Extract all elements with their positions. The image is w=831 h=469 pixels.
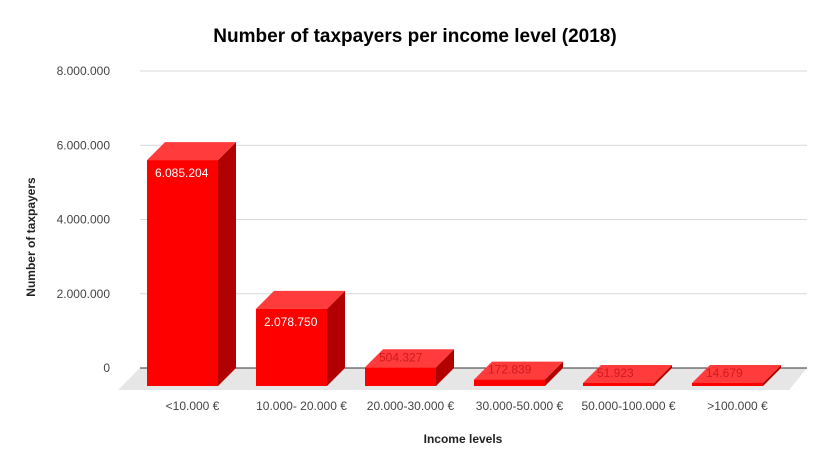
x-tick-label: 30.000-50.000 € — [476, 399, 564, 413]
bar-top-face — [692, 365, 781, 383]
data-label: 14.679 — [706, 366, 743, 380]
x-axis-title: Income levels — [424, 432, 503, 446]
bar-front-face — [365, 367, 436, 386]
bar — [692, 365, 781, 386]
x-tick-label: <10.000 € — [166, 399, 220, 413]
bar-top-face — [583, 365, 672, 383]
bar-front-face — [692, 383, 763, 386]
bar-top-face — [365, 349, 454, 368]
y-tick-label: 8.000.000 — [57, 64, 111, 78]
bar-top-face — [474, 361, 563, 380]
bars: 6.085.204 2.078.750 504.327 172.839 51.923 14… — [147, 142, 781, 386]
bar — [583, 365, 672, 386]
y-tick-label: 2.000.000 — [57, 287, 111, 301]
bar-side-face — [218, 142, 236, 386]
bar-side-face — [436, 349, 454, 386]
data-label: 2.078.750 — [264, 315, 318, 329]
bar-front-face — [256, 308, 327, 386]
gridlines — [140, 70, 807, 295]
bar-top-face — [256, 290, 345, 309]
bar — [474, 361, 563, 386]
bar-front-face — [147, 160, 218, 386]
bar — [365, 349, 454, 386]
data-label: 172.839 — [488, 363, 532, 377]
x-tick-label: 50.000-100.000 € — [581, 399, 675, 413]
bar — [147, 142, 236, 386]
data-label: 504.327 — [379, 350, 423, 364]
bar-side-face — [763, 365, 781, 386]
chart-title: Number of taxpayers per income level (20… — [213, 26, 616, 47]
bar-front-face — [583, 383, 654, 386]
bar-side-face — [327, 290, 345, 386]
x-tick-label: 20.000-30.000 € — [367, 399, 455, 413]
y-axis-ticks: 0 2.000.000 4.000.000 6.000.000 8.000.000 — [57, 64, 111, 375]
bar — [256, 290, 345, 386]
y-tick-label: 6.000.000 — [57, 138, 111, 152]
data-label: 51.923 — [597, 366, 634, 380]
y-tick-label: 0 — [103, 361, 110, 375]
y-tick-label: 4.000.000 — [57, 213, 111, 227]
x-tick-label: >100.000 € — [707, 399, 768, 413]
data-label: 6.085.204 — [155, 166, 209, 180]
bar-top-face — [147, 142, 236, 161]
bar-side-face — [654, 365, 672, 386]
x-axis-ticks: <10.000 € 10.000- 20.000 € 20.000-30.000 €… — [166, 399, 768, 413]
bar-front-face — [474, 379, 545, 386]
x-tick-label: 10.000- 20.000 € — [256, 399, 347, 413]
y-axis-title: Number of taxpayers — [24, 177, 38, 297]
bar-side-face — [545, 361, 563, 386]
